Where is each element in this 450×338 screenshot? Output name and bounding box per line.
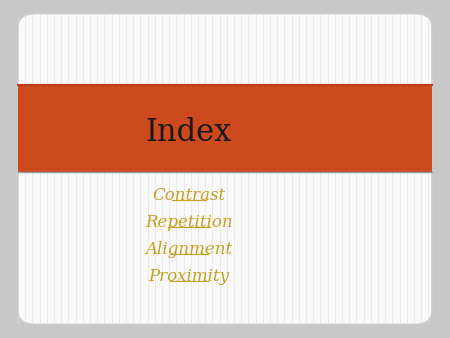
Text: Index: Index xyxy=(146,117,232,148)
Bar xyxy=(18,85,432,172)
Text: Alignment: Alignment xyxy=(145,241,233,258)
Text: Repetition: Repetition xyxy=(145,214,233,231)
Text: Proximity: Proximity xyxy=(148,268,230,285)
Text: Contrast: Contrast xyxy=(153,187,225,204)
FancyBboxPatch shape xyxy=(18,14,432,324)
